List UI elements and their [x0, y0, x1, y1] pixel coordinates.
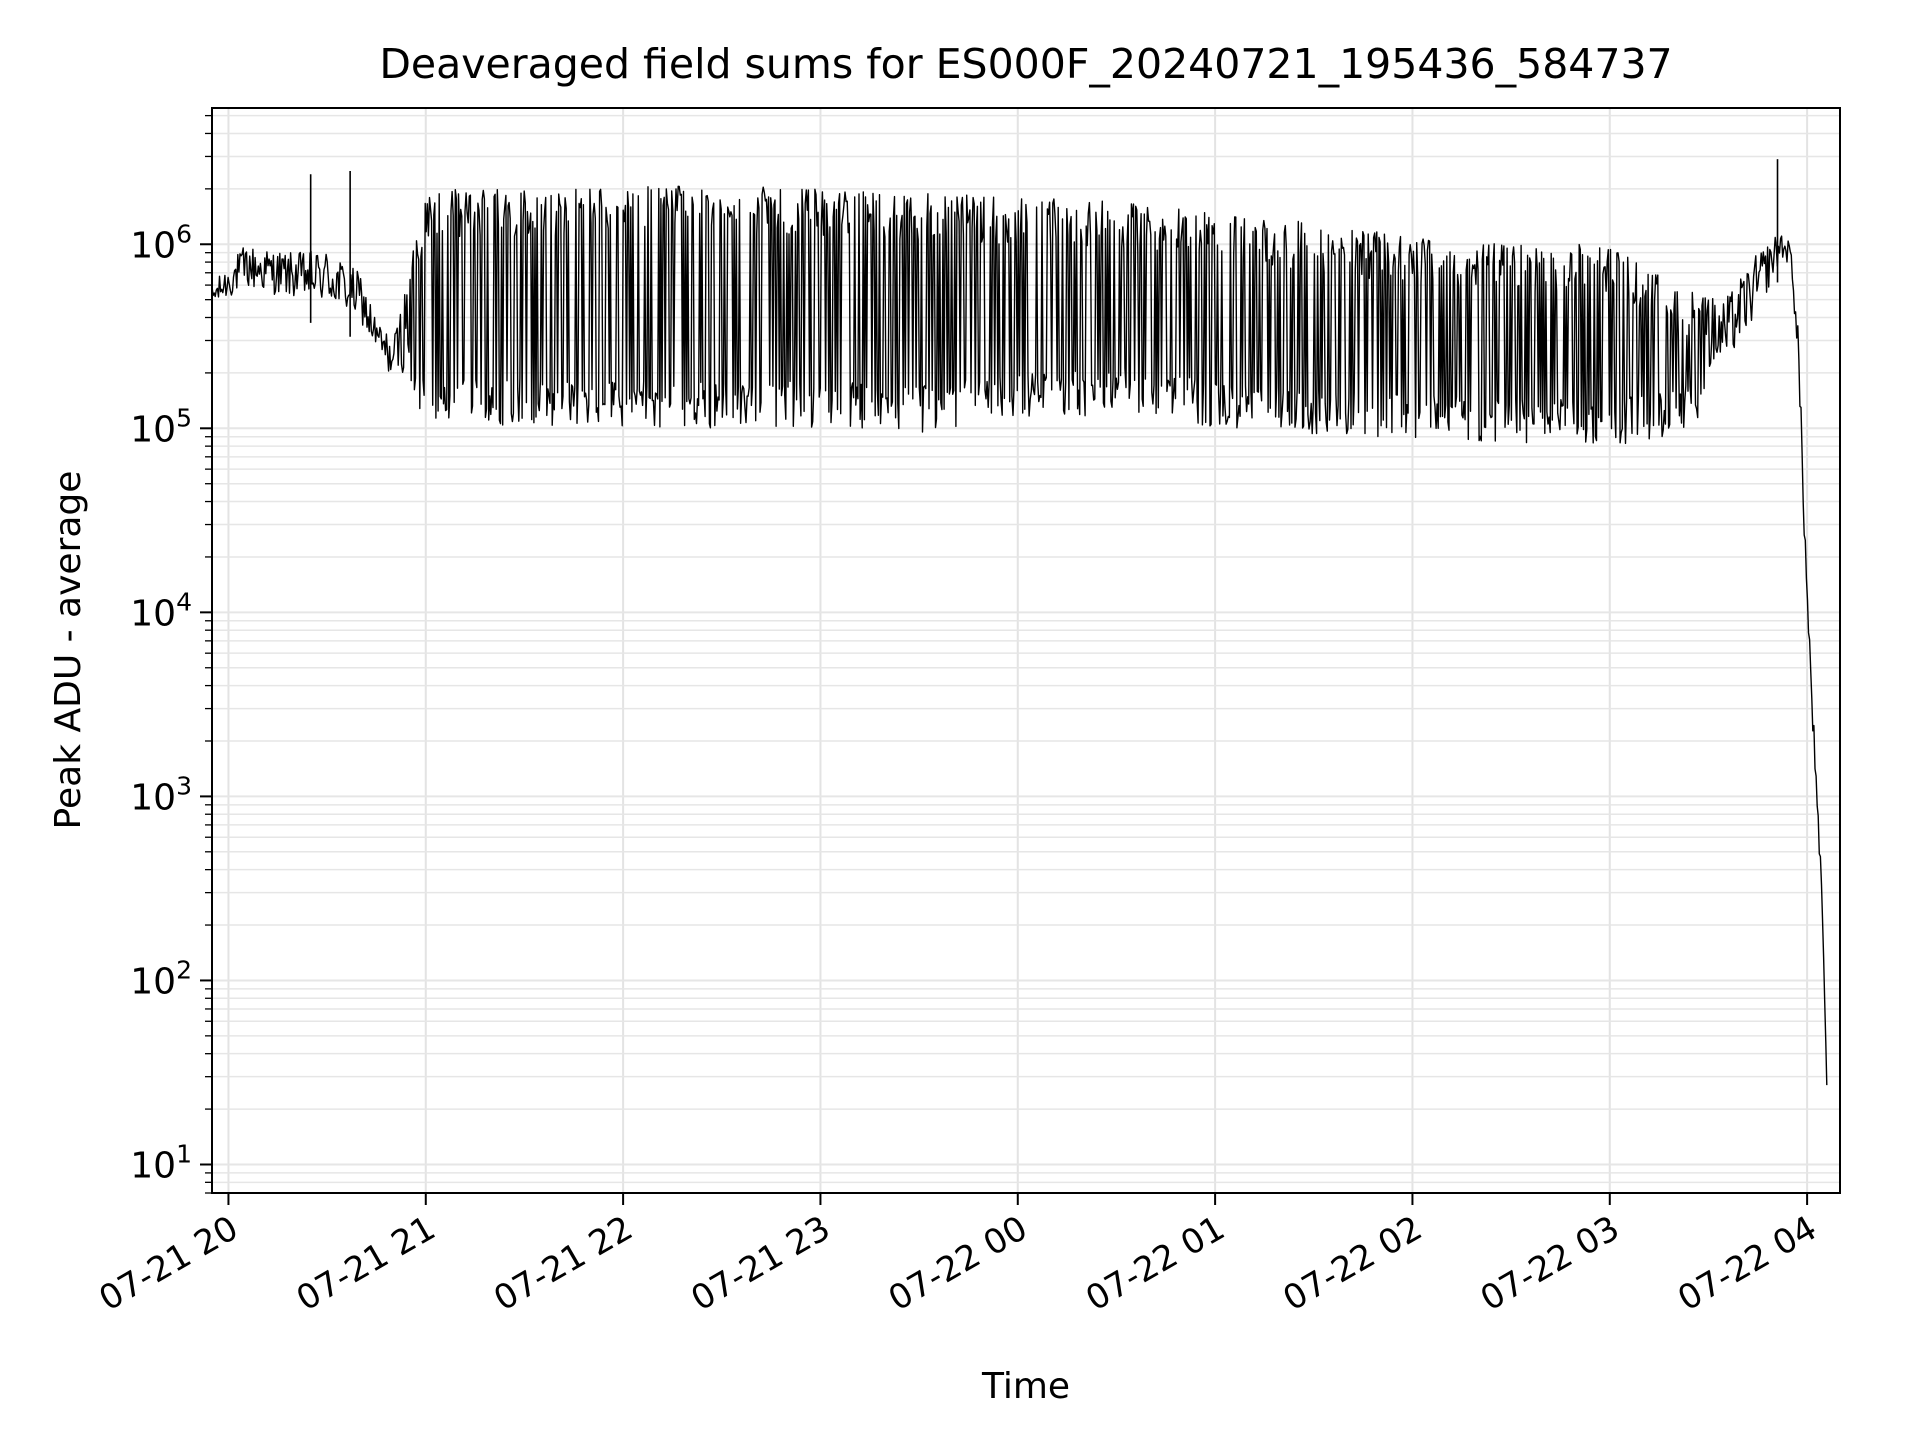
plot-frame [211, 107, 1841, 1194]
y-tick-label: 101 [130, 1139, 192, 1186]
y-tick-label: 105 [130, 403, 192, 450]
y-axis-label: Peak ADU - average [48, 471, 89, 830]
series-layer [211, 159, 1828, 1086]
x-axis-label: Time [981, 1366, 1070, 1407]
chart-title: Deaveraged field sums for ES000F_2024072… [379, 40, 1672, 88]
y-tick-label: 103 [130, 771, 192, 818]
y-tick-label: 102 [130, 955, 192, 1002]
y-tick-label: 106 [130, 219, 192, 266]
series-line [211, 185, 1828, 1086]
y-tick-label: 104 [130, 587, 192, 634]
